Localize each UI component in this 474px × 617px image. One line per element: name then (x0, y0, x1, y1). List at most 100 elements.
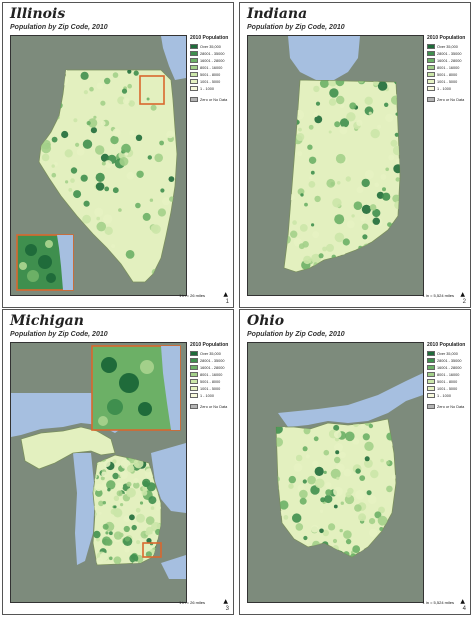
zip-area (325, 482, 332, 489)
legend-label: 8001 - 16000 (437, 372, 460, 377)
legend-item: 28001 - 35000 (190, 357, 232, 364)
zip-area (319, 80, 329, 88)
legend-label: 28001 - 35000 (200, 358, 225, 363)
zip-area (136, 540, 141, 545)
legend-item: Over 35,000 (427, 43, 469, 50)
zip-area (101, 536, 112, 546)
zip-area (382, 192, 391, 201)
zip-area (336, 95, 345, 105)
legend-label: 1 - 1000 (200, 86, 214, 91)
zip-area (145, 551, 152, 558)
legend-label: Over 35,000 (437, 44, 458, 49)
zip-area (146, 97, 150, 101)
legend-item: Over 35,000 (190, 350, 232, 357)
zip-area (135, 134, 143, 141)
north-arrow-icon: ▲ (223, 598, 228, 605)
zip-area (312, 460, 319, 468)
zip-area (328, 130, 332, 134)
zip-area (119, 157, 129, 166)
legend-swatch (190, 386, 198, 391)
zip-area (384, 102, 389, 108)
zip-area (334, 456, 341, 464)
zip-area (311, 223, 315, 227)
zip-area (320, 497, 326, 503)
zip-area (80, 71, 89, 80)
legend-swatch (190, 58, 198, 63)
legend-swatch (427, 65, 435, 70)
zip-area (359, 475, 366, 481)
zip-area (145, 530, 151, 536)
zip-area (117, 96, 126, 105)
zip-area (302, 479, 307, 484)
zip-area (339, 103, 345, 108)
zip-area (51, 172, 57, 178)
zip-area (366, 490, 372, 496)
zip-area (296, 133, 305, 141)
legend-swatch (190, 72, 198, 77)
zip-area (110, 135, 119, 145)
legend-swatch (190, 365, 198, 370)
zip-area (100, 100, 106, 106)
legend-item: 28001 - 35000 (190, 50, 232, 57)
zip-area (334, 214, 345, 225)
zip-area (150, 104, 157, 111)
legend-title: 2010 Population (190, 342, 229, 348)
zip-area (307, 475, 316, 485)
page-number: 3 (225, 606, 229, 612)
zip-area (154, 153, 163, 163)
zip-area (339, 528, 343, 533)
lake-michigan (161, 36, 186, 80)
zip-area (146, 482, 156, 492)
map-frame (247, 35, 424, 296)
page-title: Indiana (247, 6, 308, 22)
zip-area (96, 216, 100, 221)
zip-area (303, 255, 312, 265)
zip-area (308, 124, 314, 130)
zip-area (90, 127, 97, 134)
zip-area (313, 112, 319, 118)
map-page-ohio: Ohio Population by Zip Code, 2010 2010 P… (239, 309, 471, 615)
zip-area (155, 505, 161, 511)
zip-area (364, 169, 374, 180)
zip-area (329, 88, 339, 98)
map-frame (10, 35, 187, 296)
page-subtitle: Population by Zip Code, 2010 (10, 331, 108, 338)
legend-item: 1 - 1000 (427, 85, 469, 92)
zip-area (142, 480, 149, 487)
zip-area (124, 152, 129, 156)
zip-area (361, 204, 371, 214)
zip-area (68, 188, 73, 192)
zip-area (104, 160, 113, 169)
zip-area (70, 178, 75, 183)
legend-item: 1001 - 5000 (190, 78, 232, 85)
zip-area (123, 525, 130, 533)
zip-area (310, 485, 320, 495)
zip-area (385, 167, 389, 172)
zip-area (93, 115, 97, 119)
zip-area (330, 468, 341, 479)
zip-area (345, 538, 352, 545)
legend-swatch (427, 58, 435, 63)
zip-area (303, 427, 311, 435)
zip-area (109, 556, 113, 561)
zip-area (94, 207, 104, 217)
legend-item: 28001 - 35000 (427, 357, 469, 364)
zip-area (315, 101, 321, 106)
map-page-michigan: Michigan Population by Zip Code, 2010 20… (2, 309, 234, 615)
zip-area (324, 494, 333, 504)
zip-area (310, 524, 319, 533)
zip-area (112, 128, 121, 137)
zip-area (95, 483, 103, 492)
legend-item-nodata: Zero or No Data (427, 96, 469, 103)
zip-area (308, 156, 317, 164)
legend-label: 8001 - 16000 (200, 65, 223, 70)
zip-area (392, 194, 400, 203)
zip-area (112, 459, 117, 464)
upper-peninsula (20, 426, 116, 470)
legend-title: 2010 Population (427, 342, 466, 348)
legend-item: Over 35,000 (427, 350, 469, 357)
zip-area (339, 118, 350, 128)
zip-area (392, 474, 396, 480)
zip-area (51, 136, 58, 143)
legend-item: 5001 - 8000 (427, 378, 469, 385)
